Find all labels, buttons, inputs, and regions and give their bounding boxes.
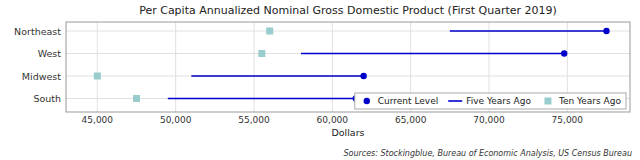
x-axis-label: Dollars [331,127,364,138]
legend-symbol [544,98,551,105]
x-tick-label: 50,000 [160,115,192,125]
x-tick-label: 65,000 [395,115,427,125]
square-marker [94,73,101,80]
square-marker [266,28,273,35]
dot-marker [360,73,366,79]
legend-item: Current Level [364,96,439,106]
chart-title: Per Capita Annualized Nominal Gross Dome… [139,4,557,17]
change-line [450,30,607,32]
y-grid-line [66,53,630,54]
x-tick-label: 55,000 [238,115,270,125]
marks [94,28,610,103]
square-marker [133,95,140,102]
y-tick-label: South [33,93,61,104]
source-note: Sources: Stockingblue, Bureau of Economi… [343,149,632,158]
y-grid-line [66,76,630,77]
change-line [301,53,564,55]
chart-svg: 45,000 50,000 55,000 60,000 65,000 70,000 75,0… [0,0,640,160]
x-tick-label: 70,000 [473,115,505,125]
legend-item: Ten Years Ago [544,96,621,106]
legend-item: Five Years Ago [448,96,531,106]
chart-container: 45,000 50,000 55,000 60,000 65,000 70,000 75,0… [0,0,640,160]
square-marker [258,50,265,57]
legend-label: Ten Years Ago [558,96,622,106]
y-grid-line [66,31,630,32]
dot-marker [561,50,567,56]
plot-background [66,22,630,112]
legend-box [355,93,626,109]
legend: Current Level Five Years Ago Ten Years Ago [355,93,626,109]
grid [66,22,630,112]
x-tick-label: 60,000 [317,115,349,125]
y-tick-label: Northeast [14,26,61,37]
legend-label: Five Years Ago [466,96,531,106]
y-tick-label: West [38,48,62,59]
legend-symbol [364,98,370,104]
plot-frame [66,22,630,112]
dot-marker [603,28,609,34]
x-tick-label: 45,000 [82,115,114,125]
legend-label: Current Level [378,96,438,106]
y-tick-label: Midwest [22,71,61,82]
x-tick-label: 75,000 [552,115,584,125]
change-line [191,75,363,77]
legend-symbol [448,100,462,102]
change-line [168,98,356,100]
